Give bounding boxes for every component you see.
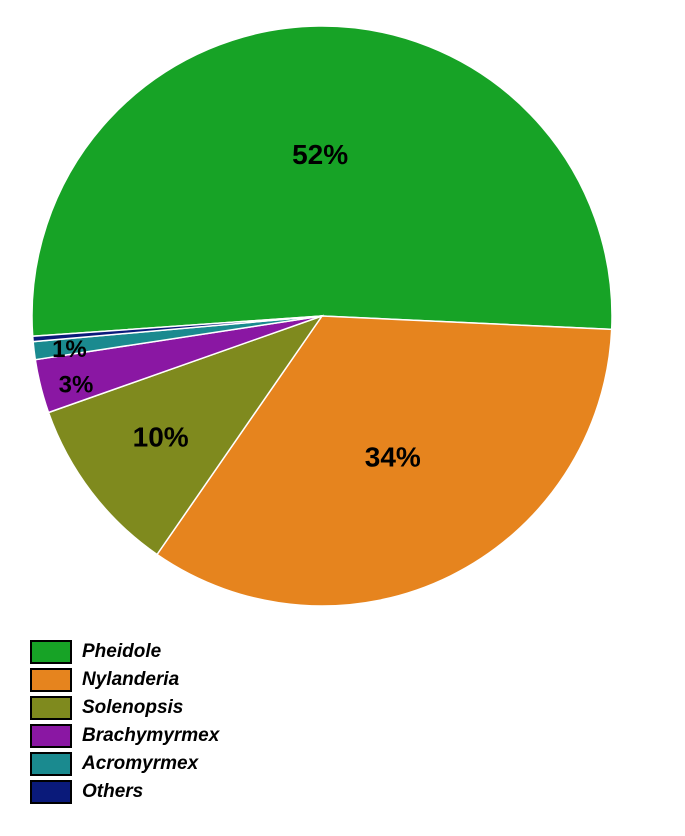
legend-item: Nylanderia <box>30 668 219 692</box>
pie-slice-pheidole <box>32 26 612 336</box>
legend-swatch <box>30 668 72 692</box>
legend-swatch <box>30 696 72 720</box>
legend-label: Others <box>82 781 143 803</box>
legend-item: Acromyrmex <box>30 752 219 776</box>
legend-swatch <box>30 780 72 804</box>
legend-item: Brachymyrmex <box>30 724 219 748</box>
chart-container: 52%34%10%3%1% PheidoleNylanderiaSolenops… <box>0 0 685 836</box>
slice-label: 10% <box>133 422 189 453</box>
legend-item: Pheidole <box>30 640 219 664</box>
legend-label: Acromyrmex <box>82 753 198 775</box>
legend-label: Brachymyrmex <box>82 725 219 747</box>
legend-swatch <box>30 752 72 776</box>
legend-swatch <box>30 640 72 664</box>
pie-chart: 52%34%10%3%1% <box>0 0 685 620</box>
legend: Pheidole Nylanderia Solenopsis Brachymyrmex… <box>30 640 219 808</box>
legend-item: Others <box>30 780 219 804</box>
slice-label: 3% <box>59 372 94 399</box>
legend-label: Solenopsis <box>82 697 183 719</box>
slice-label: 34% <box>365 441 421 472</box>
legend-label: Pheidole <box>82 641 161 663</box>
legend-swatch <box>30 724 72 748</box>
slice-label: 52% <box>292 139 348 170</box>
legend-item: Solenopsis <box>30 696 219 720</box>
legend-label: Nylanderia <box>82 669 179 691</box>
